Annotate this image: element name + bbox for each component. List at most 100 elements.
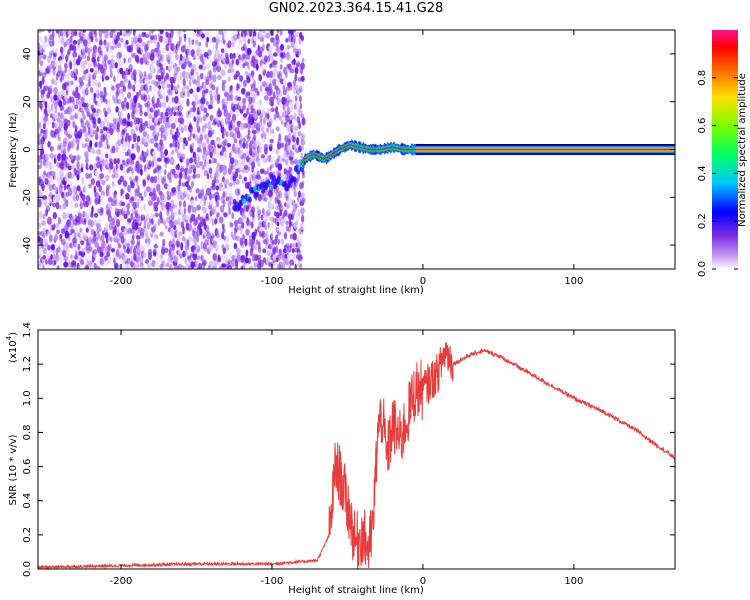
spectrogram-cell [170, 199, 174, 208]
spectrogram-cell [100, 206, 104, 214]
spectrogram-cell [254, 121, 258, 129]
spectrogram-cell [96, 231, 100, 240]
spectrogram-cell [216, 162, 221, 168]
spectrogram-cell [122, 185, 128, 191]
spectrogram-cell [63, 201, 66, 210]
spectrogram-cell [104, 158, 108, 166]
spectrogram-cell [101, 240, 106, 249]
spectrogram-cell [247, 165, 251, 171]
spectrogram-ylabel: Frequency (Hz) [8, 112, 19, 188]
spectrogram-cell [215, 159, 219, 166]
spectrogram-cell [284, 232, 287, 240]
spectrogram-cell [136, 167, 141, 174]
spectrogram-cell [217, 195, 221, 200]
spectrogram-cell [207, 126, 213, 134]
spectrogram-cell [100, 121, 105, 129]
spectrogram-cell [98, 195, 101, 202]
spectrogram-cell [126, 91, 132, 99]
spectrogram-cell [41, 76, 45, 85]
spectrogram-cell [255, 63, 259, 71]
spectrogram-cell [82, 114, 86, 121]
spectrogram-cell [237, 83, 241, 89]
spectrogram-cell [71, 215, 74, 223]
spectrogram-cell [211, 235, 215, 244]
spectrogram-cell [296, 247, 300, 253]
spectrogram-cell [208, 200, 213, 209]
spectrogram-cell [213, 128, 216, 137]
spectrogram-cell [77, 232, 81, 238]
spectrogram-cell [206, 179, 210, 185]
spectrogram-cell [179, 53, 183, 61]
spectrogram-cell [47, 30, 52, 33]
spectrogram-cell [106, 121, 111, 128]
spectrogram-cell [169, 220, 174, 228]
spectrogram-cell [120, 149, 125, 156]
spectrogram-cell [76, 161, 80, 170]
spectrogram-cell [173, 106, 178, 111]
spectrogram-cell [81, 143, 87, 149]
spectrogram-cell [247, 134, 250, 143]
spectrogram-cell [145, 74, 149, 81]
ridge-band-red [415, 148, 675, 151]
spectrogram-cell [62, 46, 66, 53]
spectrogram-cell [115, 163, 119, 170]
spectrogram-cell [94, 80, 98, 87]
spectrogram-cell [84, 264, 90, 269]
spectrogram-cell [153, 175, 158, 184]
spectrogram-cell [255, 239, 259, 245]
spectrogram-cell [157, 219, 161, 226]
spectrogram-cell [258, 30, 263, 39]
spectrogram-cell [280, 57, 283, 63]
spectrogram-cell [158, 94, 163, 100]
spectrogram-cell [221, 231, 225, 240]
spectrogram-cell [137, 185, 140, 194]
spectrogram-cell [207, 264, 212, 269]
spectrogram-cell [167, 88, 171, 95]
spectrogram-cell [191, 39, 195, 45]
spectrogram-cell [57, 217, 62, 225]
spectrogram-cell [46, 80, 50, 86]
spectrogram-cell [131, 234, 135, 240]
spectrogram-cell [208, 143, 212, 152]
spectrogram-cell [47, 140, 51, 148]
spectrogram-cell [244, 71, 249, 77]
spectrogram-cell [104, 91, 108, 97]
spectrogram-cell [53, 260, 57, 266]
spectrogram-cell [246, 47, 252, 56]
spectrogram-cell [205, 63, 211, 69]
spectrogram-cell [116, 226, 120, 233]
spectrogram-cell [272, 217, 277, 224]
spectrogram-cell [231, 58, 234, 65]
spectrogram-cell [246, 122, 252, 130]
spectrogram-cell [38, 101, 43, 109]
spectrogram-cell [291, 209, 296, 217]
spectrogram-cell [84, 142, 89, 148]
spectrogram-cell [251, 146, 256, 155]
spectrogram-cell [207, 70, 211, 78]
spectrogram-cell [283, 244, 287, 251]
spectrogram-cell [171, 211, 175, 219]
spectrogram-cell [159, 54, 164, 59]
spectrogram-cell [126, 203, 130, 211]
spectrogram-cell [93, 30, 97, 35]
spectrogram-cell [112, 226, 115, 232]
spectrogram-cell [247, 62, 250, 70]
spectrogram-cell [135, 222, 139, 229]
spectrogram-cell [60, 52, 65, 60]
spectrogram-cell [273, 68, 278, 75]
spectrogram-cell [118, 51, 123, 59]
spectrogram-cell [118, 252, 122, 259]
spectrogram-cell [232, 254, 237, 262]
spectrogram-cell [224, 92, 229, 97]
spectrogram-cell [253, 121, 256, 129]
spectrogram-cell [139, 232, 145, 239]
spectrogram-cell [204, 57, 207, 64]
spectrogram-cell [291, 185, 296, 191]
spectrogram-cell [51, 30, 55, 38]
spectrogram-cell [164, 149, 169, 156]
spectrogram-cell [128, 176, 133, 182]
y-tick-label: 0.8 [22, 424, 33, 440]
spectrogram-cell [45, 205, 50, 213]
spectrogram-cell [127, 112, 130, 120]
spectrogram-cell [119, 216, 124, 222]
